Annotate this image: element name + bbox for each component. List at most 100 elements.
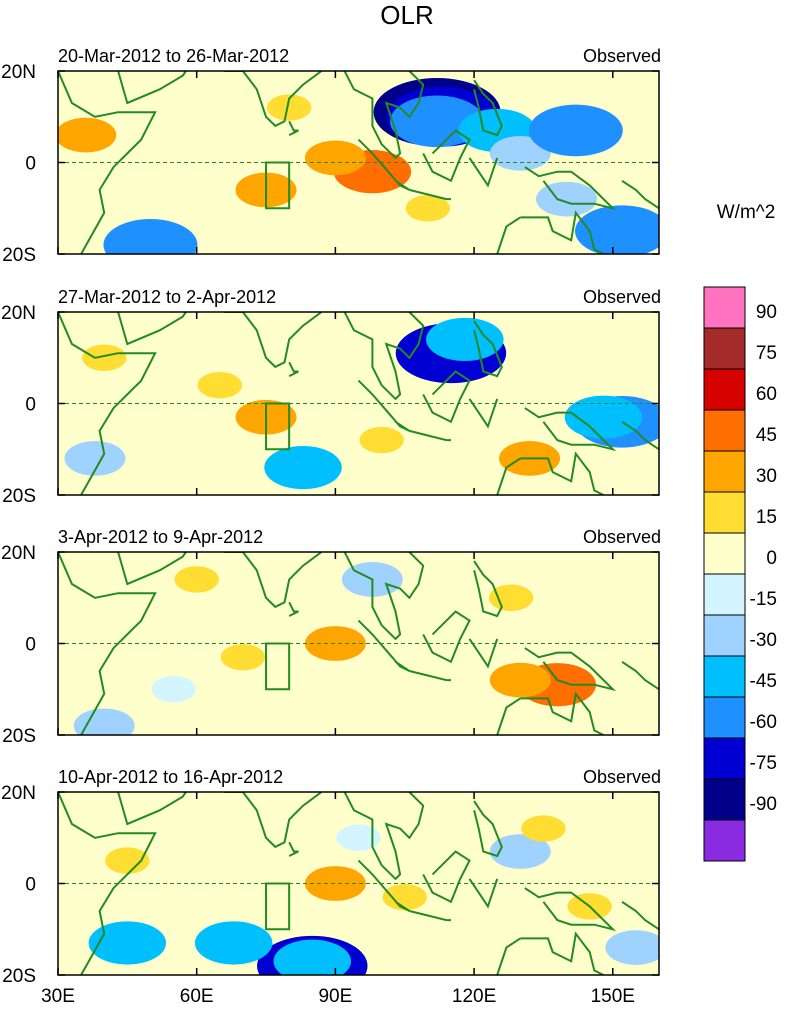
y-tick-label: 20S — [2, 966, 36, 987]
olr-anomaly-blob — [105, 847, 150, 874]
olr-anomaly-blob — [536, 181, 598, 217]
coastline — [422, 370, 471, 424]
olr-anomaly-blob — [521, 815, 566, 842]
coastline — [58, 312, 157, 495]
coastline — [496, 216, 521, 254]
olr-anomaly-blob — [382, 884, 427, 911]
colorbar-label: 90 — [756, 302, 777, 323]
olr-anomaly-blob — [489, 834, 551, 869]
panel-3: 20N 0 20S 3-Apr-2012 to 9-Apr-2012 Observed — [1, 527, 661, 747]
coastline — [520, 931, 604, 975]
coastline — [288, 601, 299, 617]
coastline — [357, 379, 410, 432]
olr-anomaly-blob — [304, 866, 366, 901]
x-tick-label: 30E — [41, 986, 75, 1007]
olr-anomaly-blob — [103, 219, 198, 254]
panel-source-label: Observed — [583, 767, 661, 787]
coastline — [473, 800, 503, 858]
coastline — [357, 619, 410, 672]
panel-period: 10-Apr-2012 to 16-Apr-2012 — [58, 767, 283, 787]
olr-anomaly-blob — [88, 921, 167, 965]
coastline — [520, 691, 604, 735]
coastline — [409, 670, 451, 682]
olr-anomaly-blob — [336, 824, 381, 851]
olr-anomaly-blob — [220, 644, 266, 671]
olr-anomaly-blob — [81, 344, 127, 371]
olr-anomaly-blob — [598, 565, 627, 584]
y-tick-label: 20S — [2, 726, 36, 747]
coastline — [524, 166, 617, 211]
olr-anomaly-blob — [489, 662, 551, 698]
colorbar-swatch — [703, 327, 746, 370]
colorbar-swatch — [703, 819, 746, 862]
coastline — [357, 138, 410, 191]
olr-anomaly-blob — [304, 626, 366, 661]
olr-anomaly-blob — [304, 140, 366, 176]
colorbar-label: -15 — [750, 589, 777, 610]
panel-4: 20N 0 20S 10-Apr-2012 to 16-Apr-2012 Observe… — [1, 767, 661, 987]
y-tick-label: 20N — [1, 783, 36, 804]
coastline — [224, 792, 323, 849]
colorbar-swatch — [703, 573, 746, 616]
coastline — [409, 188, 451, 201]
y-tick-label: 0 — [25, 635, 36, 656]
olr-anomaly-blob — [273, 939, 352, 975]
colorbar-label: 30 — [756, 466, 777, 487]
colorbar-label: 45 — [756, 425, 777, 446]
panel-source-label: Observed — [583, 46, 661, 66]
colorbar-swatch — [703, 368, 746, 411]
coastline — [343, 312, 425, 401]
coastline — [520, 451, 604, 495]
figure-title: OLR — [380, 0, 433, 30]
olr-anomaly-blob — [58, 117, 117, 153]
x-tick-label: 60E — [180, 986, 214, 1007]
panels: 20N 0 20S 20-Mar-2012 to 26-Mar-2012 Observe… — [1, 46, 661, 1007]
coastline — [288, 120, 299, 136]
coastline — [58, 792, 157, 975]
coastline — [468, 157, 499, 188]
colorbar-swatch — [703, 696, 746, 739]
y-tick-label: 20S — [2, 486, 36, 507]
olr-anomaly-blob — [73, 708, 135, 735]
colorbar-label: 60 — [756, 384, 777, 405]
colorbar-label: 75 — [756, 343, 777, 364]
panel-1: 20N 0 20S 20-Mar-2012 to 26-Mar-2012 Observe… — [1, 46, 661, 266]
coastline — [288, 361, 299, 377]
coastline — [409, 429, 451, 442]
coastline — [357, 859, 410, 912]
coastline — [468, 638, 499, 669]
olr-anomaly-blob — [194, 921, 273, 965]
panel-2: 20N 0 20S 27-Mar-2012 to 2-Apr-2012 Observed — [1, 287, 661, 507]
coastline — [468, 878, 499, 909]
y-tick-label: 20N — [1, 543, 36, 564]
coastline — [224, 312, 323, 369]
coastline — [473, 560, 503, 618]
colorbar-swatch — [703, 286, 746, 329]
colorbar-swatch — [703, 655, 746, 698]
colorbar-label: -90 — [750, 794, 777, 815]
coastline — [473, 79, 503, 137]
olr-anomaly-blob — [575, 205, 659, 254]
coastline — [621, 660, 659, 691]
coastline — [524, 647, 617, 692]
coastline — [224, 71, 323, 128]
colorbar-swatch — [703, 614, 746, 657]
panel-background — [58, 312, 659, 495]
colorbar: 90 75 60 45 30 15 0 -15 -30 -45 -60 -75 -90 — [703, 286, 777, 862]
coastline — [496, 457, 521, 495]
coastline — [473, 320, 503, 378]
coastline — [422, 850, 471, 904]
olr-anomaly-blob — [197, 372, 243, 399]
olr-anomaly-blob — [266, 94, 312, 121]
coastline — [422, 610, 471, 664]
olr-anomaly-blob — [64, 441, 126, 476]
coastline — [524, 407, 617, 452]
olr-anomaly-blob — [605, 930, 659, 965]
colorbar-label: -75 — [750, 753, 777, 774]
coastline — [621, 420, 659, 451]
panel-period: 27-Mar-2012 to 2-Apr-2012 — [58, 287, 276, 307]
olr-anomaly-blob — [359, 426, 404, 454]
panel-source-label: Observed — [583, 527, 661, 547]
olr-anomaly-blob — [528, 104, 623, 157]
colorbar-swatch — [703, 532, 746, 575]
